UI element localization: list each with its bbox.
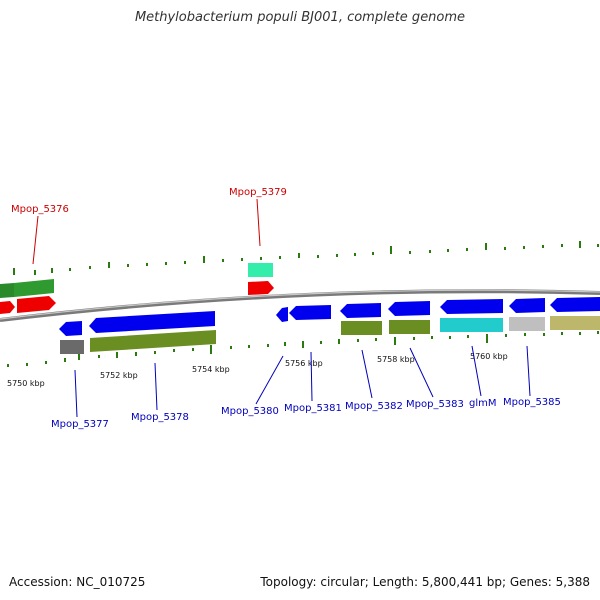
label-leaders [32,198,531,418]
gene-bar-mpop-5382-olive[interactable] [341,321,382,335]
gene-label-mpop-5385[interactable]: Mpop_5385 [503,397,561,408]
gene-arrow-mpop-5385[interactable] [509,298,545,313]
gene-bar-green-left[interactable] [0,283,14,298]
gene-label-mpop-5382[interactable]: Mpop_5382 [345,401,403,412]
gene-bar-mpop-5385-grey[interactable] [509,317,545,331]
scale-tick-label: 5758 kbp [377,355,415,364]
topology-summary: Topology: circular; Length: 5,800,441 bp… [260,575,590,589]
gene-arrow-mpop-5377[interactable] [59,321,82,336]
forward-genes [0,263,274,314]
genome-backbone [0,289,600,322]
gene-bar-glmm-cyan[interactable] [440,318,503,332]
gc-ticks-inner [7,331,599,367]
gene-label-mpop-5383[interactable]: Mpop_5383 [406,399,464,410]
gene-label-mpop-5380[interactable]: Mpop_5380 [221,406,279,417]
gene-labels: Mpop_5376 Mpop_5379 Mpop_5377 Mpop_5378 … [11,187,561,430]
gene-arrow-mpop-5383[interactable] [388,301,430,316]
scale-labels: 5750 kbp 5752 kbp 5754 kbp 5756 kbp 5758… [7,352,508,388]
scale-tick-label: 5752 kbp [100,371,138,380]
gene-label-mpop-5378[interactable]: Mpop_5378 [131,412,189,423]
gene-label-mpop-5381[interactable]: Mpop_5381 [284,403,342,414]
gene-arrow-glmm[interactable] [440,299,503,314]
gene-label-mpop-5376[interactable]: Mpop_5376 [11,204,69,215]
gene-arrow-right-edge[interactable] [550,297,600,312]
map-title: Methylobacterium populi BJ001, complete … [134,10,466,25]
gene-bar-khaki-right-edge[interactable] [550,316,600,330]
gene-arrow-mpop-5381[interactable] [289,305,331,320]
gene-label-mpop-5377[interactable]: Mpop_5377 [51,419,109,430]
gc-ticks-outer [13,241,599,275]
gene-bar-mpop-5379-teal[interactable] [248,263,273,277]
scale-tick-label: 5750 kbp [7,379,45,388]
gene-label-mpop-5379[interactable]: Mpop_5379 [229,187,287,198]
scale-tick-label: 5756 kbp [285,359,323,368]
gene-bar-mpop-5383-olive[interactable] [389,320,430,334]
gene-bar-red-mpop-5376[interactable] [17,296,56,313]
gene-arrow-mpop-5382[interactable] [340,303,381,318]
gene-arrow-mpop-5380[interactable] [276,307,288,322]
scale-tick-label: 5754 kbp [192,365,230,374]
gene-label-glmm[interactable]: glmM [469,398,497,409]
gene-bar-mpop-5378-olive[interactable] [90,330,216,352]
gene-bar-mpop-5377-grey[interactable] [60,340,84,354]
scale-tick-label: 5760 kbp [470,352,508,361]
accession-text: Accession: NC_010725 [9,575,146,589]
gene-bar-red-left[interactable] [0,301,15,314]
gene-bar-mpop-5379-red[interactable] [248,281,274,295]
gene-bar-green[interactable] [14,279,54,297]
reverse-genes [59,297,600,354]
gene-arrow-mpop-5378[interactable] [89,311,215,333]
